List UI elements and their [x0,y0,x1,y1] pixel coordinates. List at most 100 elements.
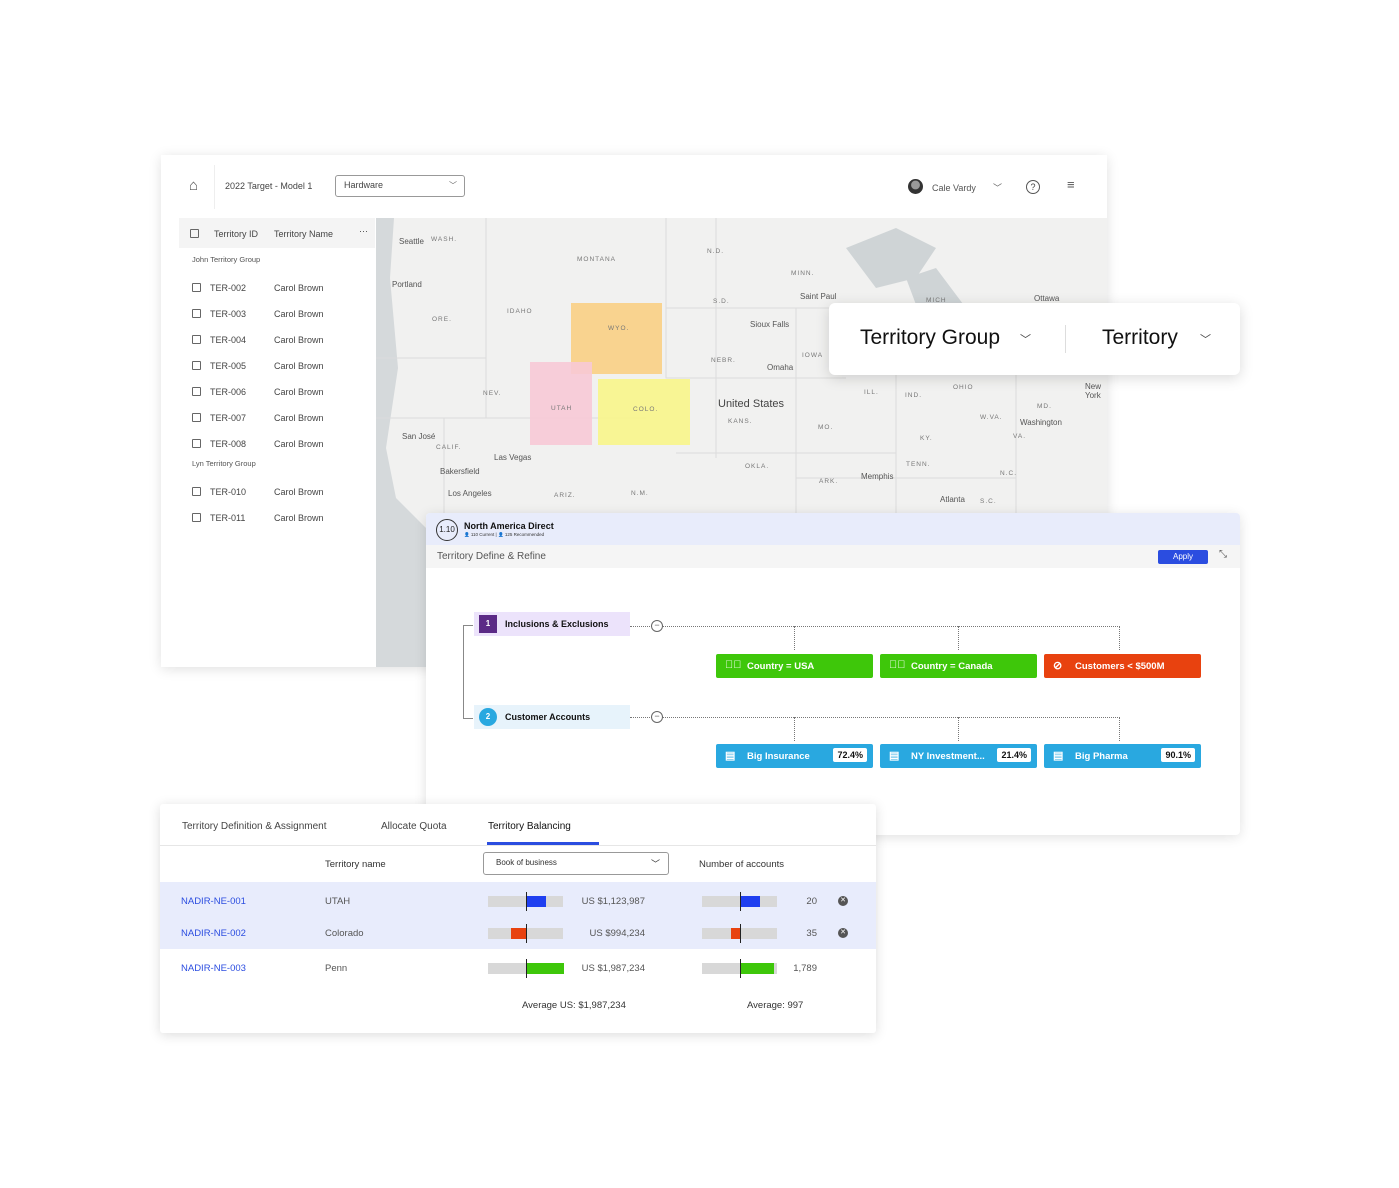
list-item[interactable]: TER-011 Carol Brown [179,511,375,527]
row-checkbox[interactable] [192,413,201,422]
table-row[interactable]: NADIR-NE-001 UTAH US $1,123,987 20 ✕ [160,891,876,911]
list-item[interactable]: TER-004 Carol Brown [179,333,375,349]
rule-label: Country = Canada [911,661,993,672]
city-label: Atlanta [940,495,965,504]
territory-id-link[interactable]: NADIR-NE-003 [181,963,246,974]
book-value: US $994,234 [589,928,645,939]
account-percent: 90.1% [1161,748,1195,762]
territory-id: TER-010 [210,487,247,497]
state-label: IND. [905,392,922,399]
collapse-step-icon[interactable]: − [651,711,663,723]
rep-counts: 👤 110 Current | 👤 125 Recommended [464,532,545,537]
column-territory-name: Territory name [325,859,386,870]
product-dropdown[interactable]: Hardware ﹀ [335,175,465,197]
row-checkbox[interactable] [192,283,201,292]
chevron-down-icon[interactable]: ﹀ [1020,334,1031,346]
step-label: Inclusions & Exclusions [505,619,609,629]
territory-list: Territory ID Territory Name ··· John Ter… [179,218,375,667]
rule-country-canada[interactable]: ✓⃝ Country = Canada [880,654,1037,678]
column-territory-id[interactable]: Territory ID [214,229,259,239]
territory-id: TER-008 [210,439,247,449]
chevron-down-icon[interactable]: ﹀ [993,183,1003,193]
list-item[interactable]: TER-006 Carol Brown [179,385,375,401]
state-label: N.D. [707,248,724,255]
menu-icon[interactable]: ≡ [1067,177,1075,192]
step-label: Customer Accounts [505,712,591,722]
user-name[interactable]: Cale Vardy [932,183,976,193]
account-big-insurance[interactable]: ▤ Big Insurance 72.4% [716,744,873,768]
active-tab-indicator [487,842,599,845]
territory-name: UTAH [325,896,351,907]
row-checkbox[interactable] [192,513,201,522]
tab-territory-balancing[interactable]: Territory Balancing [488,821,571,832]
list-item[interactable]: TER-008 Carol Brown [179,437,375,453]
chevron-down-icon: ﹀ [449,181,457,190]
value-bar [488,959,564,978]
accounts-bar [702,892,777,911]
state-label: W.VA. [980,414,1003,421]
territory-id: TER-011 [210,513,246,523]
row-checkbox[interactable] [192,335,201,344]
account-big-pharma[interactable]: ▤ Big Pharma 90.1% [1044,744,1201,768]
table-row[interactable]: NADIR-NE-003 Penn US $1,987,234 1,789 [160,958,876,978]
panel-header: 1.10 North America Direct 👤 110 Current … [426,513,1240,545]
account-count: 1,789 [793,963,817,974]
home-icon[interactable]: ⌂ [189,177,199,194]
list-item[interactable]: TER-007 Carol Brown [179,411,375,427]
column-territory-name[interactable]: Territory Name [274,229,334,239]
row-checkbox[interactable] [192,387,201,396]
collapse-step-icon[interactable]: − [651,620,663,632]
dropdown-value: Hardware [344,180,384,190]
collapse-icon[interactable]: ⤡ [1219,549,1227,560]
apply-button[interactable]: Apply [1158,550,1208,564]
list-header: Territory ID Territory Name ··· [179,218,375,248]
rule-customers-exclusion[interactable]: ⊘ Customers < $500M [1044,654,1201,678]
account-ny-investment[interactable]: ▤ NY Investment... 21.4% [880,744,1037,768]
territory-dropdown[interactable]: Territory [1102,326,1178,349]
territory-group-dropdown[interactable]: Territory Group [860,326,1001,349]
state-label: WASH. [431,236,458,243]
remove-icon[interactable]: ✕ [838,928,848,938]
dropdown-value: Book of business [496,858,557,867]
avatar[interactable] [908,179,923,194]
average-marker [740,959,741,978]
step-inclusions[interactable]: 1 Inclusions & Exclusions [474,612,630,636]
region-utah[interactable] [530,362,592,445]
state-label: COLO. [633,406,659,413]
row-checkbox[interactable] [192,361,201,370]
connector [958,626,959,650]
step-customer-accounts[interactable]: 2 Customer Accounts [474,705,630,729]
account-percent: 72.4% [833,748,867,762]
metric-dropdown[interactable]: Book of business ﹀ [483,852,669,875]
tab-allocate-quota[interactable]: Allocate Quota [381,821,447,832]
connector [794,717,795,741]
account-label: Big Insurance [747,751,810,762]
help-icon[interactable]: ? [1026,180,1040,194]
territory-id-link[interactable]: NADIR-NE-002 [181,928,246,939]
list-item[interactable]: TER-002 Carol Brown [179,281,375,297]
table-row[interactable]: NADIR-NE-002 Colorado US $994,234 35 ✕ [160,923,876,943]
check-circle-icon: ✓⃝ [889,659,906,671]
territory-name: Colorado [325,928,364,939]
state-label: S.C. [980,498,997,505]
more-options-icon[interactable]: ··· [359,226,368,236]
accounts-bar [702,924,777,943]
remove-icon[interactable]: ✕ [838,896,848,906]
state-label: MICH [926,297,947,304]
region-colorado[interactable] [598,379,690,445]
territory-id-link[interactable]: NADIR-NE-001 [181,896,246,907]
city-label: Seattle [399,237,424,246]
value-bar-fill [511,928,526,939]
list-item[interactable]: TER-010 Carol Brown [179,485,375,501]
chevron-down-icon[interactable]: ﹀ [1200,334,1211,346]
rule-country-usa[interactable]: ✓⃝ Country = USA [716,654,873,678]
select-all-checkbox[interactable] [190,229,199,238]
tab-definition-assignment[interactable]: Territory Definition & Assignment [182,821,327,832]
column-number-of-accounts: Number of accounts [699,859,785,870]
row-checkbox[interactable] [192,439,201,448]
divider [214,165,215,209]
list-item[interactable]: TER-003 Carol Brown [179,307,375,323]
list-item[interactable]: TER-005 Carol Brown [179,359,375,375]
row-checkbox[interactable] [192,487,201,496]
row-checkbox[interactable] [192,309,201,318]
